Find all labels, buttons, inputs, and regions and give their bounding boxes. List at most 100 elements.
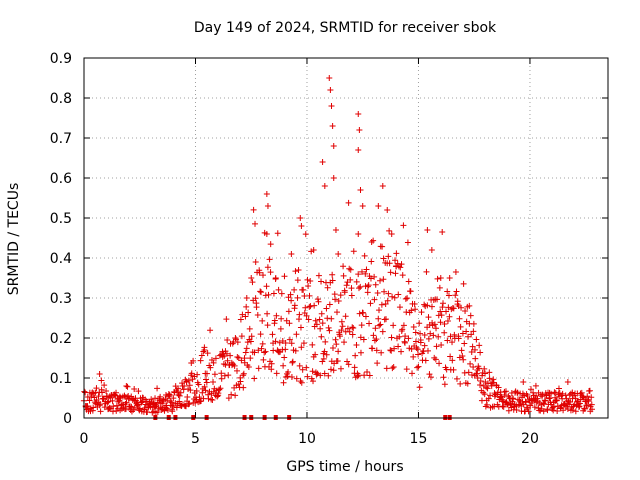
y-tick-label: 0.3 (50, 291, 72, 307)
data-point (181, 383, 188, 390)
data-point (439, 304, 446, 311)
data-point (272, 275, 279, 281)
data-point (352, 352, 359, 359)
data-point (317, 325, 324, 332)
data-point (238, 357, 245, 364)
data-point (555, 385, 562, 392)
data-point (357, 349, 364, 356)
data-point (128, 403, 135, 410)
data-point (584, 393, 591, 400)
data-point (386, 260, 393, 267)
data-point (257, 288, 264, 295)
data-point (318, 310, 325, 317)
data-point (321, 348, 328, 355)
data-point (532, 382, 539, 389)
data-point (371, 273, 378, 280)
data-point (263, 191, 270, 197)
data-point (277, 325, 284, 332)
data-point (222, 348, 229, 355)
data-point (456, 315, 463, 322)
data-point (483, 384, 490, 391)
data-point (338, 327, 345, 334)
data-point (575, 404, 582, 411)
data-point (347, 266, 354, 273)
data-point (355, 271, 362, 278)
data-point (344, 325, 351, 332)
data-point (482, 379, 489, 385)
data-point (321, 183, 328, 189)
data-point (347, 276, 354, 283)
data-point (402, 295, 409, 302)
data-point (455, 335, 462, 342)
data-point (584, 402, 591, 409)
data-point (84, 403, 91, 410)
data-point (264, 203, 271, 209)
data-point (340, 263, 347, 270)
data-point (533, 392, 540, 399)
data-point (174, 388, 181, 395)
data-point (415, 351, 422, 358)
data-point (395, 291, 402, 298)
data-point (306, 303, 313, 310)
data-point (86, 397, 93, 404)
data-point (531, 404, 538, 411)
data-point (382, 301, 389, 308)
data-points (80, 75, 596, 420)
data-point (193, 388, 200, 395)
data-point (378, 301, 385, 308)
data-point (269, 331, 276, 338)
data-point (424, 227, 431, 233)
data-point (341, 339, 348, 346)
data-point (288, 373, 295, 380)
data-point (263, 231, 270, 237)
data-point (285, 308, 292, 315)
data-point (300, 286, 307, 293)
data-point (438, 312, 445, 319)
data-point (417, 339, 424, 346)
data-point (298, 223, 305, 229)
data-point (468, 331, 475, 338)
data-point (357, 283, 364, 290)
data-point (333, 341, 340, 348)
data-point (437, 308, 444, 315)
data-point (330, 175, 337, 181)
data-point (97, 408, 104, 415)
data-point (421, 342, 428, 349)
data-point (564, 405, 571, 412)
data-point (366, 320, 373, 327)
data-point (304, 276, 311, 283)
data-point (242, 313, 249, 320)
data-point (481, 365, 488, 372)
data-point (207, 327, 214, 334)
data-point (466, 302, 473, 309)
data-point (335, 297, 342, 304)
data-point (373, 336, 380, 343)
data-point (444, 337, 451, 344)
data-point (546, 395, 553, 402)
data-point (154, 385, 161, 392)
data-point (243, 303, 250, 310)
data-point (240, 372, 247, 379)
data-point (233, 367, 240, 374)
data-point (286, 320, 293, 327)
data-point (313, 321, 320, 328)
data-point (454, 298, 461, 305)
data-point (247, 355, 254, 362)
data-point (322, 338, 329, 345)
data-point (173, 404, 180, 411)
data-point (378, 349, 385, 356)
data-point (309, 368, 316, 375)
data-point (355, 111, 362, 117)
data-point (484, 401, 491, 408)
data-point (390, 322, 397, 329)
data-point (511, 403, 518, 410)
data-point (170, 395, 177, 402)
data-point (329, 123, 336, 129)
data-point (387, 269, 394, 276)
data-point (240, 370, 247, 377)
data-point (289, 358, 296, 365)
data-point (203, 379, 210, 386)
data-point (353, 278, 360, 285)
data-point (468, 349, 475, 356)
data-point (424, 302, 431, 309)
